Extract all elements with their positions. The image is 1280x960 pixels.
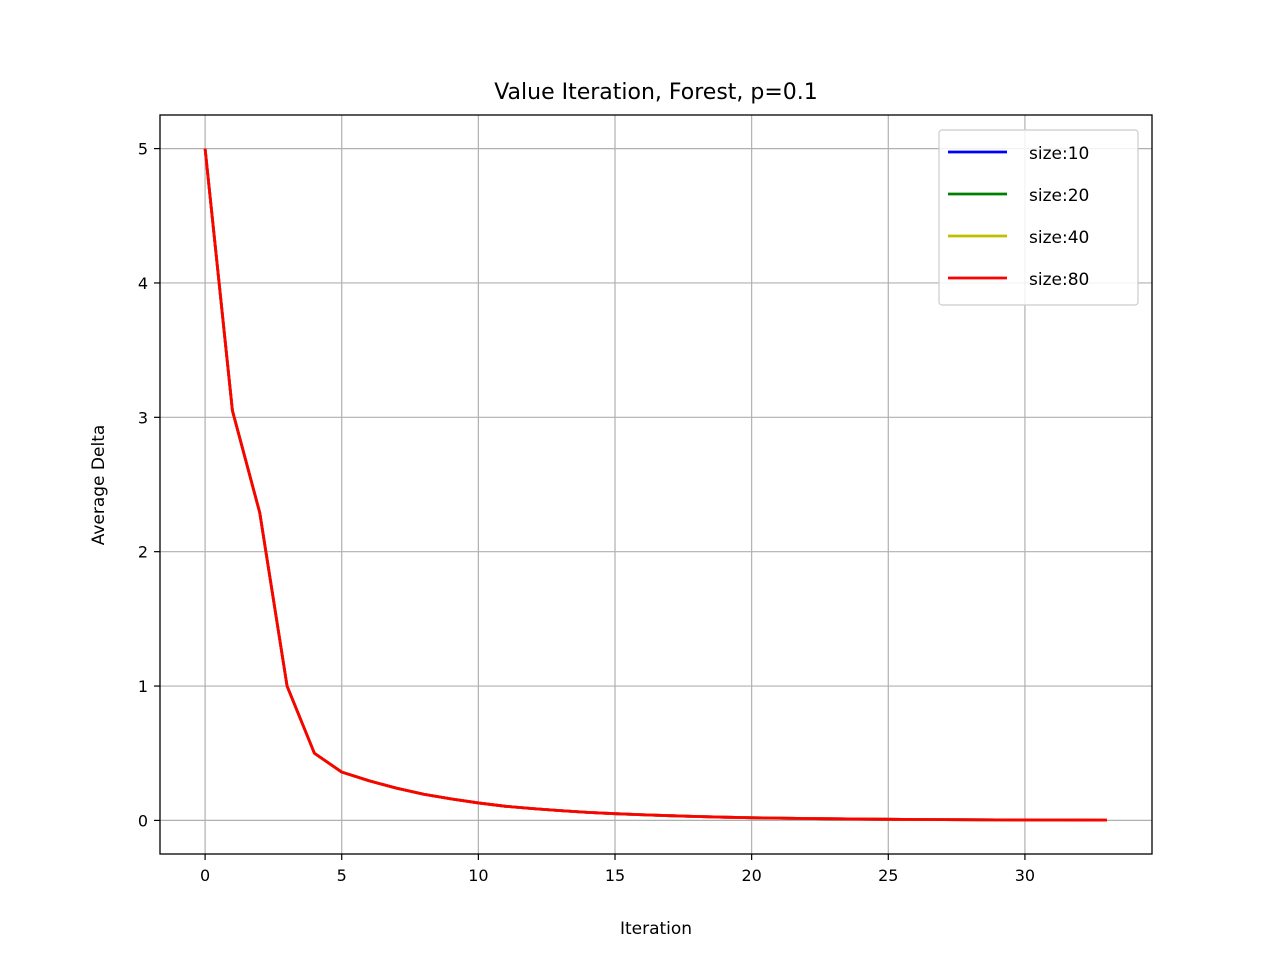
plot-frame — [159, 114, 1153, 855]
legend-label: size:40 — [1029, 228, 1089, 248]
y-tick-label: 3 — [138, 408, 148, 427]
grid — [160, 115, 1152, 854]
chart-title: Value Iteration, Forest, p=0.1 — [494, 80, 818, 105]
y-tick-label: 0 — [138, 811, 148, 830]
y-axis-label: Average Delta — [89, 425, 109, 546]
y-tick-label: 4 — [138, 274, 148, 293]
x-axis-label: Iteration — [620, 919, 692, 939]
x-tick-label: 0 — [200, 866, 210, 885]
x-tick-label: 5 — [337, 866, 347, 885]
series-line-size-80 — [203, 148, 1107, 822]
y-tick-label: 1 — [138, 677, 148, 696]
legend-box — [938, 129, 1139, 306]
legend-label: size:80 — [1029, 270, 1089, 290]
x-tick-label: 10 — [468, 866, 488, 885]
y-tick-label: 5 — [138, 140, 148, 159]
legend-label: size:10 — [1029, 144, 1089, 164]
y-tick-label: 2 — [138, 543, 148, 562]
x-tick-label: 30 — [1015, 866, 1035, 885]
legend: size:10 size:20 size:40 size:80 — [938, 129, 1139, 306]
x-tick-label: 25 — [878, 866, 898, 885]
x-tick-label: 20 — [741, 866, 761, 885]
axis-ticks: 0 5 10 15 20 25 30 0 1 2 3 4 5 — [138, 140, 1035, 885]
series-lines — [203, 148, 1107, 822]
x-tick-label: 15 — [605, 866, 625, 885]
legend-label: size:20 — [1029, 186, 1089, 206]
